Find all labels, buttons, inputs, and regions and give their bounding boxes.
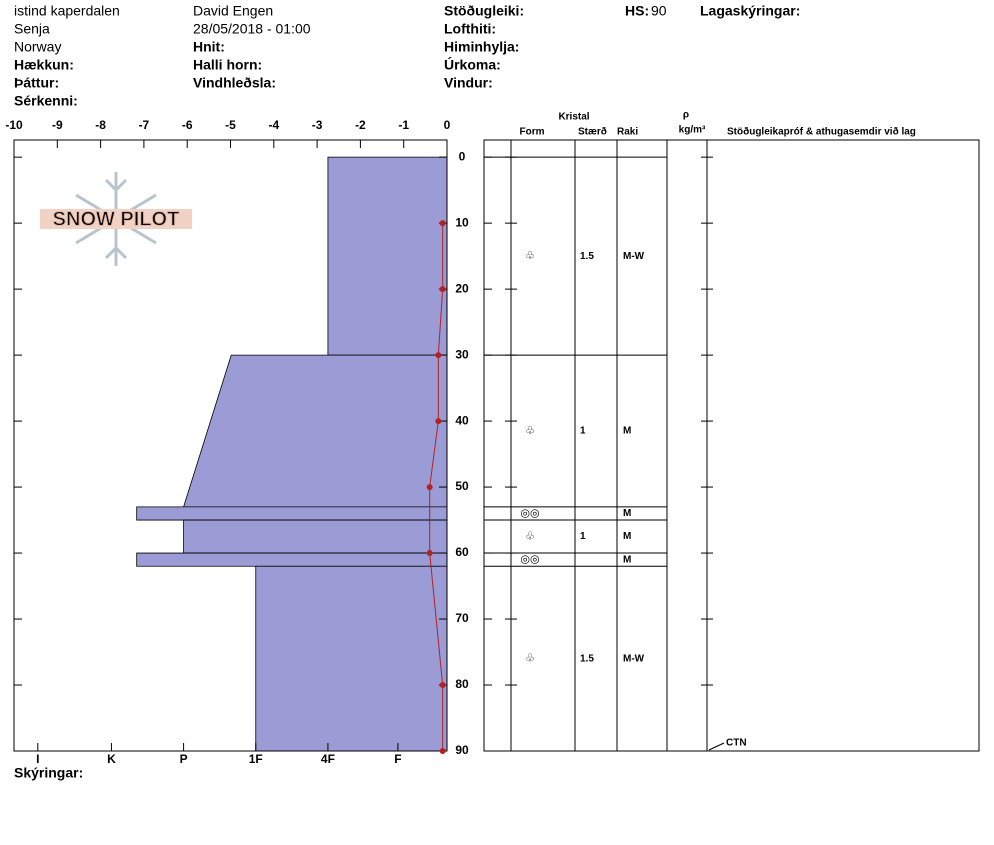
test-note-arrow <box>708 742 725 751</box>
x-tick-label: -9 <box>52 118 63 132</box>
grain-form: ♧ <box>525 425 535 437</box>
y-tick-label: 20 <box>455 281 469 295</box>
temperature-point <box>439 682 446 689</box>
coordinates-label: Hnit: <box>193 39 225 55</box>
stability-label: Stöðugleiki: <box>444 3 524 19</box>
hardness-tick-label: I <box>36 752 39 766</box>
region: Senja <box>14 21 50 37</box>
temperature-point <box>435 352 442 359</box>
moisture: M <box>623 426 631 437</box>
hardness-tick-label: P <box>180 752 188 766</box>
size-header: Stærð <box>578 126 607 138</box>
y-tick-label: 90 <box>455 743 469 757</box>
grain-form: ♧ <box>525 653 535 665</box>
density-symbol: ρ <box>683 110 689 121</box>
layer-notes-label: Lagaskýringar: <box>700 3 800 19</box>
crystal-header: Kristal <box>558 112 589 123</box>
y-tick-label: 70 <box>455 611 469 625</box>
grain-form: ◎◎ <box>520 507 539 519</box>
moisture: M-W <box>623 653 645 664</box>
hardness-layer <box>183 519 448 554</box>
hs-value: 90 <box>651 3 667 19</box>
precip-label: Úrkoma: <box>444 56 501 73</box>
grain-form: ♧ <box>525 530 535 542</box>
y-tick-label: 50 <box>455 479 469 493</box>
observer: David Engen <box>193 3 273 19</box>
wind-loading-label: Vindhleðsla: <box>193 75 276 91</box>
wind-label: Vindur: <box>444 75 493 91</box>
hardness-tick-label: F <box>394 752 401 766</box>
density-unit: kg/m³ <box>679 125 706 136</box>
grain-size: 1.5 <box>580 251 594 262</box>
location: istind kaperdalen <box>14 3 120 19</box>
y-tick-label: 30 <box>455 347 469 361</box>
x-tick-label: 0 <box>444 118 451 132</box>
moisture: M <box>623 508 631 519</box>
x-tick-label: -2 <box>355 118 366 132</box>
y-tick-label: 0 <box>459 149 466 163</box>
hardness-layer <box>136 552 448 567</box>
sky-label: Himinhylja: <box>444 39 519 55</box>
hardness-tick-label: K <box>107 752 116 766</box>
slope-label: Halli horn: <box>193 57 262 73</box>
y-tick-label: 60 <box>455 545 469 559</box>
air-temp-label: Lofthiti: <box>444 21 496 37</box>
elevation-label: Hækkun: <box>14 57 74 73</box>
hardness-layer <box>327 156 448 356</box>
temperature-point <box>439 748 446 754</box>
temperature-point <box>439 220 446 227</box>
temperature-point <box>435 418 442 425</box>
grain-form: ♧ <box>525 250 535 262</box>
grain-form: ◎◎ <box>520 554 539 566</box>
table-headers: Kristal Form Stærð Raki ρ kg/m³ Stöðugle… <box>520 110 916 138</box>
y-tick-label: 80 <box>455 677 469 691</box>
moisture-header: Raki <box>617 127 638 138</box>
form-header: Form <box>520 127 545 138</box>
features-label: Sérkenni: <box>14 93 78 109</box>
hardness-tick-label: 1F <box>249 752 263 766</box>
footer-label: Skýringar: <box>14 765 83 781</box>
hardness-tick-label: 4F <box>321 752 335 766</box>
moisture: M-W <box>623 251 645 262</box>
aspect-label: Þáttur: <box>14 75 59 91</box>
hs-label: HS: <box>625 3 649 19</box>
moisture: M <box>623 554 631 565</box>
moisture: M <box>623 531 631 542</box>
logo: SNOW PILOT <box>40 172 192 266</box>
x-tick-label: -7 <box>139 118 150 132</box>
tests-header: Stöðugleikapróf & athugasemdir við lag <box>727 126 916 138</box>
x-tick-label: -8 <box>95 118 106 132</box>
datetime: 28/05/2018 - 01:00 <box>193 21 311 37</box>
x-tick-label: -10 <box>5 118 23 132</box>
grain-size: 1.5 <box>580 653 594 664</box>
temperature-point <box>439 286 446 293</box>
x-tick-label: -4 <box>268 118 279 132</box>
temperature-point <box>426 484 433 491</box>
x-tick-label: -3 <box>312 118 323 132</box>
country: Norway <box>14 39 61 55</box>
y-tick-label: 10 <box>455 215 469 229</box>
logo-text: SNOW PILOT <box>53 208 180 230</box>
grain-size: 1 <box>580 531 586 542</box>
x-tick-label: -1 <box>398 118 409 132</box>
temperature-point <box>426 550 433 557</box>
test-note: CTN <box>726 738 747 749</box>
temperature-line <box>429 223 444 751</box>
x-tick-label: -5 <box>225 118 236 132</box>
table-frame <box>483 139 980 752</box>
hardness-layer <box>183 354 448 508</box>
header: istind kaperdalen Senja Norway Hækkun: Þ… <box>14 3 800 781</box>
hardness-layer <box>136 506 448 521</box>
hardness-layer <box>255 565 448 752</box>
grain-size: 1 <box>580 426 586 437</box>
x-tick-label: -6 <box>182 118 193 132</box>
y-tick-label: 40 <box>455 413 469 427</box>
